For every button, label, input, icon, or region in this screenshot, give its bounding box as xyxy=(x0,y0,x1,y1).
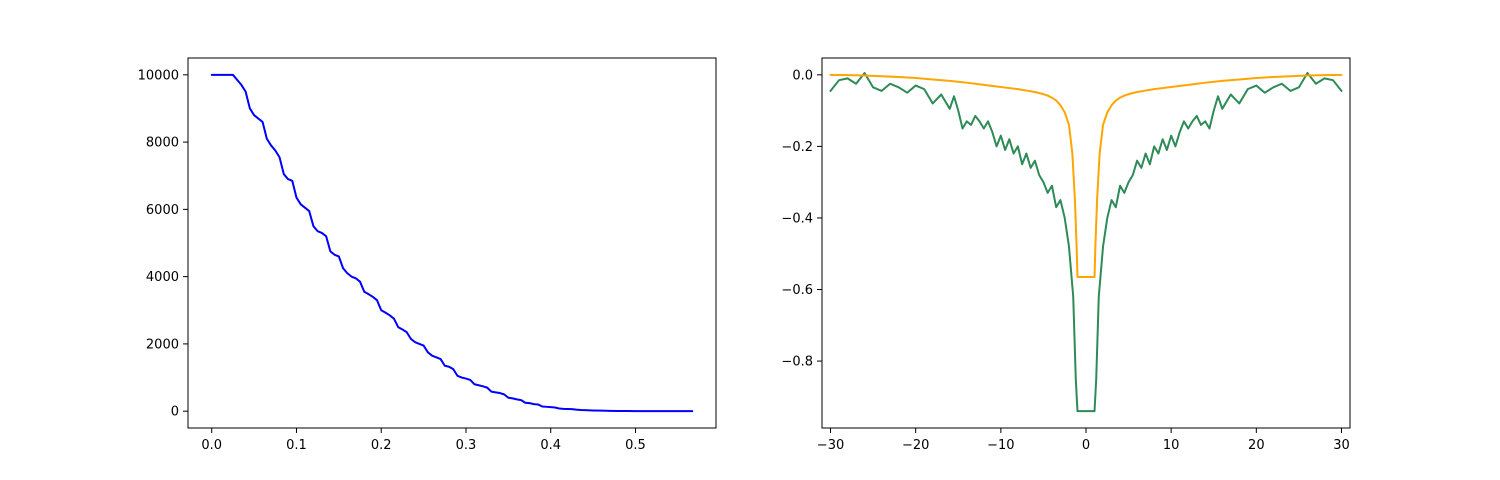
chart-0-x-tick-label: 0.2 xyxy=(371,438,392,453)
left-chart: 0.0 0.1 0.2 0.3 0.4 0.5 0 2000 4000 6000 8000 10000 xyxy=(138,57,717,453)
chart-1-x-tick-label: 0 xyxy=(1082,438,1090,453)
chart-1-series-line-1 xyxy=(829,73,1343,278)
chart-0-y-tick-label: 6000 xyxy=(146,203,179,218)
chart-1-x-tick-label: −10 xyxy=(987,438,1014,453)
chart-1-x-tick-label: −20 xyxy=(902,438,929,453)
chart-1-x-tick-label: 20 xyxy=(1248,438,1265,453)
chart-1-x-tick-label: −30 xyxy=(817,438,844,453)
chart-0-y-tick-label: 8000 xyxy=(146,136,179,151)
chart-1-series-line-0 xyxy=(829,72,1343,413)
chart-1-y-tick-label: 0.0 xyxy=(792,68,813,83)
chart-1-x-tick-label: 30 xyxy=(1333,438,1350,453)
chart-1-y-tick-label: −0.4 xyxy=(781,211,813,226)
chart-1-y-tick-label: −0.8 xyxy=(781,355,813,370)
chart-0-y-tick-label: 10000 xyxy=(138,68,179,83)
chart-0-x-tick-label: 0.4 xyxy=(540,438,561,453)
chart-0-x-tick-label: 0.0 xyxy=(201,438,222,453)
right-chart: −30 −20 −10 0 10 20 30 0.0 −0.2 −0.4 −0.6 −0.8 xyxy=(781,57,1351,453)
chart-0-y-tick-label: 2000 xyxy=(146,337,179,352)
chart-1-y-tick-label: −0.6 xyxy=(781,283,813,298)
chart-0-series-line-0 xyxy=(210,73,694,413)
chart-1-x-tick-label: 10 xyxy=(1163,438,1180,453)
chart-0-x-tick-label: 0.1 xyxy=(286,438,307,453)
chart-1-y-tick-label: −0.2 xyxy=(781,140,813,155)
chart-0-y-tick-label: 4000 xyxy=(146,270,179,285)
chart-0-y-tick-label: 0 xyxy=(171,405,179,420)
chart-0-x-tick-label: 0.5 xyxy=(625,438,646,453)
chart-0-axes-frame xyxy=(187,57,717,429)
chart-0-x-tick-label: 0.3 xyxy=(456,438,477,453)
